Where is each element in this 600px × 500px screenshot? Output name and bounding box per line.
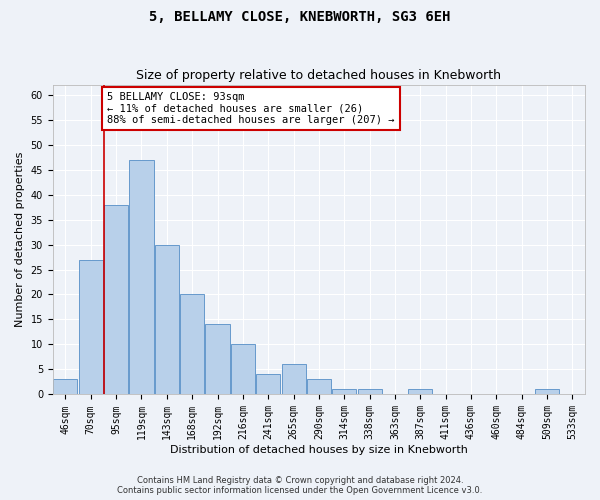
- Bar: [408, 390, 433, 394]
- Text: 5 BELLAMY CLOSE: 93sqm
← 11% of detached houses are smaller (26)
88% of semi-det: 5 BELLAMY CLOSE: 93sqm ← 11% of detached…: [107, 92, 395, 126]
- Y-axis label: Number of detached properties: Number of detached properties: [15, 152, 25, 327]
- Bar: [155, 244, 179, 394]
- Bar: [205, 324, 230, 394]
- Bar: [256, 374, 280, 394]
- Bar: [130, 160, 154, 394]
- Bar: [104, 204, 128, 394]
- Bar: [79, 260, 103, 394]
- Bar: [307, 380, 331, 394]
- Bar: [180, 294, 204, 394]
- Bar: [231, 344, 255, 395]
- Text: Contains HM Land Registry data © Crown copyright and database right 2024.
Contai: Contains HM Land Registry data © Crown c…: [118, 476, 482, 495]
- Title: Size of property relative to detached houses in Knebworth: Size of property relative to detached ho…: [136, 69, 502, 82]
- X-axis label: Distribution of detached houses by size in Knebworth: Distribution of detached houses by size …: [170, 445, 468, 455]
- Bar: [53, 380, 77, 394]
- Bar: [358, 390, 382, 394]
- Bar: [332, 390, 356, 394]
- Bar: [281, 364, 305, 394]
- Bar: [535, 390, 559, 394]
- Text: 5, BELLAMY CLOSE, KNEBWORTH, SG3 6EH: 5, BELLAMY CLOSE, KNEBWORTH, SG3 6EH: [149, 10, 451, 24]
